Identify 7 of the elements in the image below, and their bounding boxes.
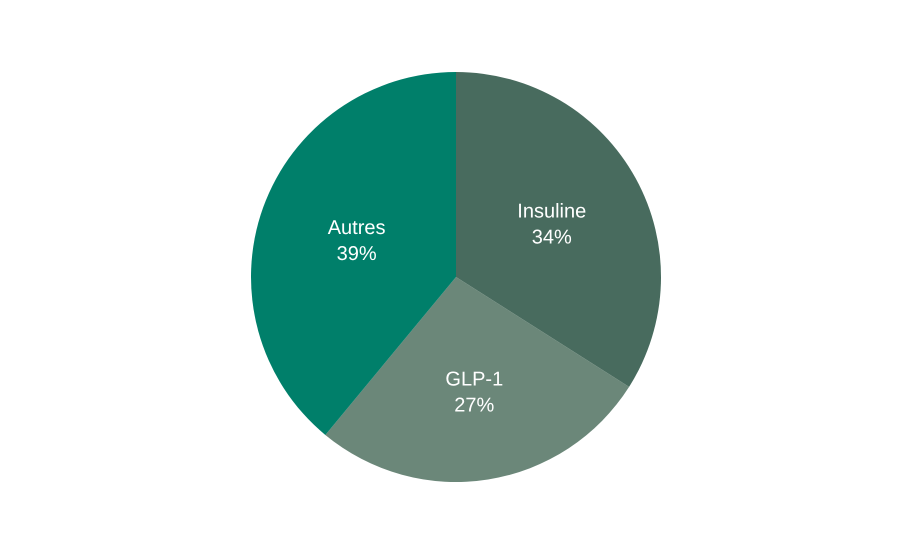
data-label: 34% bbox=[532, 226, 572, 248]
slice-label: GLP-1 bbox=[445, 368, 504, 391]
data-label: 27% bbox=[454, 394, 495, 417]
data-label: 39% bbox=[336, 243, 377, 266]
slice-label: Insuline bbox=[517, 200, 586, 222]
pie-slice bbox=[325, 277, 630, 482]
slice-label: Autres bbox=[328, 217, 386, 240]
